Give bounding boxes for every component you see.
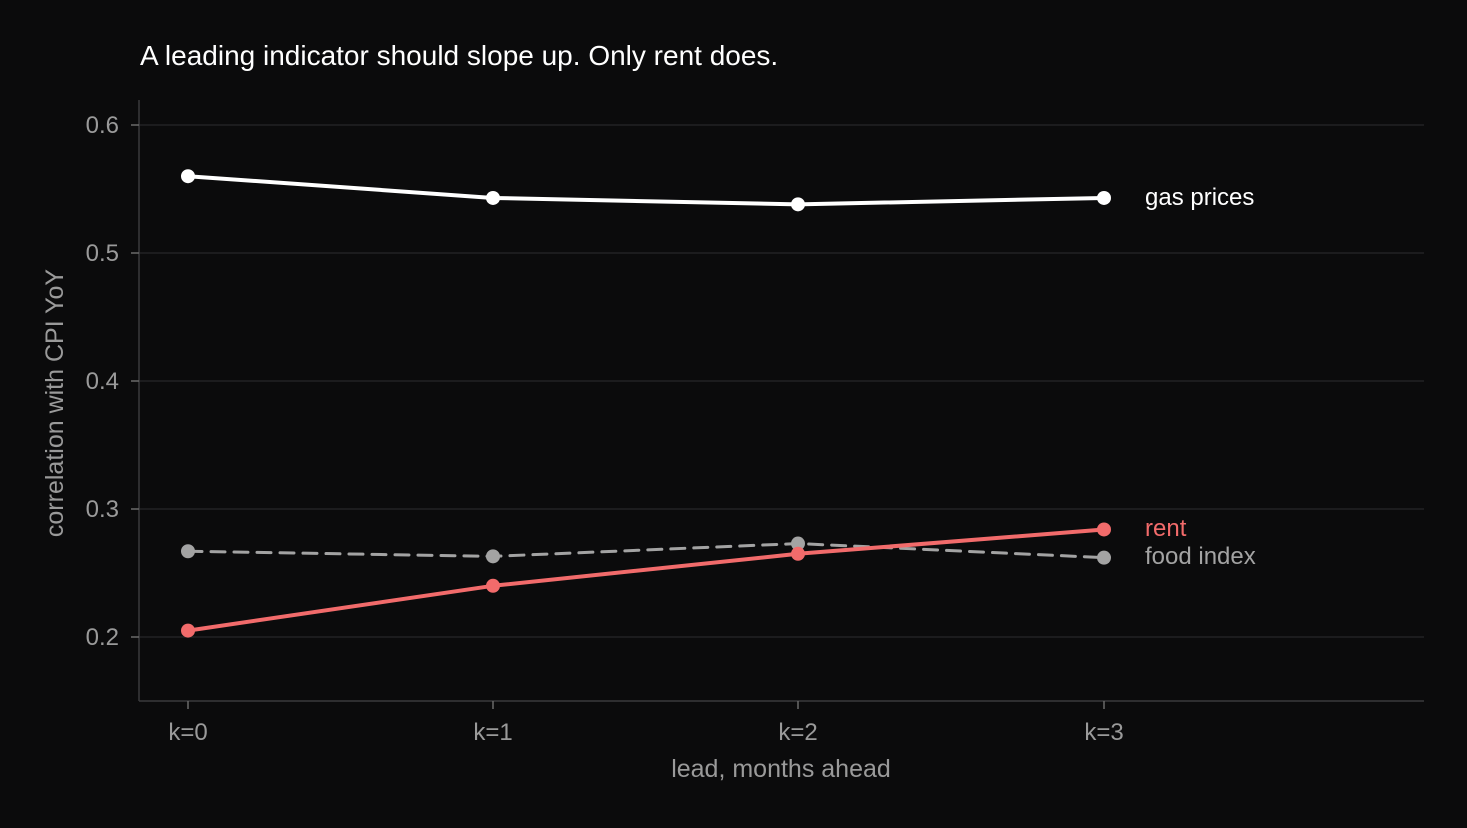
data-point-rent-k=2 (791, 546, 805, 561)
y-tick-label: 0.2 (86, 624, 119, 651)
data-point-rent-k=1 (486, 578, 500, 593)
series-label-gas-prices: gas prices (1145, 184, 1254, 211)
y-tick-label: 0.3 (86, 496, 119, 523)
y-axis-ticks: 0.2 0.3 0.4 0.5 0.6 (86, 112, 139, 651)
gridlines (139, 124, 1424, 638)
x-tick-label: k=0 (168, 719, 207, 746)
data-point-food-index-k=1 (486, 549, 500, 564)
y-tick-label: 0.4 (86, 368, 119, 395)
series-layer (181, 169, 1111, 638)
y-tick-label: 0.5 (86, 240, 119, 267)
series-line-rent (186, 527, 1106, 633)
series-gas-prices (181, 169, 1111, 212)
series-line-gas-prices (186, 174, 1106, 207)
x-axis-ticks: k=0 k=1 k=2 k=3 (168, 701, 1124, 746)
series-rent (181, 522, 1111, 638)
y-tick-label: 0.6 (86, 112, 119, 139)
series-label-food-index: food index (1145, 543, 1256, 570)
data-point-food-index-k=0 (181, 544, 195, 559)
x-tick-label: k=3 (1084, 719, 1123, 746)
data-point-gas-prices-k=2 (791, 197, 805, 212)
series-line-food-index (186, 542, 1106, 560)
data-point-rent-k=3 (1097, 522, 1111, 537)
x-axis-label: lead, months ahead (671, 755, 891, 783)
data-point-food-index-k=3 (1097, 550, 1111, 565)
series-label-rent: rent (1145, 515, 1187, 542)
data-point-gas-prices-k=3 (1097, 190, 1111, 205)
y-axis-label: correlation with CPI YoY (41, 269, 69, 538)
data-point-rent-k=0 (181, 623, 195, 638)
data-point-gas-prices-k=0 (181, 169, 195, 184)
data-point-gas-prices-k=1 (486, 190, 500, 205)
data-point-food-index-k=2 (791, 536, 805, 551)
chart-title: A leading indicator should slope up. Onl… (140, 40, 778, 71)
x-tick-label: k=1 (473, 719, 512, 746)
series-food-index (181, 536, 1111, 565)
x-tick-label: k=2 (778, 719, 817, 746)
